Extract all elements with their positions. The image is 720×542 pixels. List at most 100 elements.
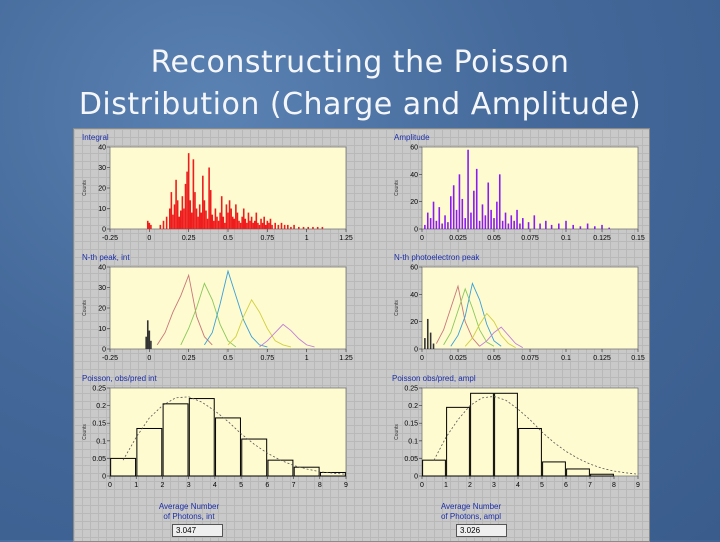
histogram-bar xyxy=(594,226,596,229)
histogram-bar xyxy=(173,204,176,229)
histogram-bar xyxy=(475,168,478,229)
histogram-bar xyxy=(191,212,193,229)
histogram-bar xyxy=(214,208,217,229)
x-tick-label: 2 xyxy=(468,482,472,489)
plot-title-poisson-ampl: Poisson obs/pred, ampl xyxy=(392,374,476,383)
histogram-bar xyxy=(290,226,292,229)
histogram-bar xyxy=(209,190,212,229)
plot-title-integral: Integral xyxy=(82,133,109,142)
y-tick-label: 0 xyxy=(102,347,106,354)
avg-int-label-line-1: Average Number xyxy=(158,502,220,511)
y-tick-label: 0.15 xyxy=(404,421,418,428)
y-tick-label: 40 xyxy=(410,292,418,299)
histogram-bar xyxy=(213,220,215,229)
histogram-bar xyxy=(244,218,247,229)
avg-ampl-label-line-2: of Photons, ampl xyxy=(440,512,502,521)
plot-area xyxy=(109,387,347,477)
chart-nth-photoelectron-peak: 0 20 40 60 0 0.025 0.05 0.075 0.1 0.125 0.15 Counts xyxy=(394,265,645,363)
x-tick-label: 3 xyxy=(187,482,191,489)
y-tick-label: 40 xyxy=(410,172,418,179)
pedestal-bar xyxy=(148,330,151,349)
plot-area xyxy=(421,387,639,477)
x-tick-label: 0.15 xyxy=(631,355,645,362)
histogram-bar xyxy=(235,204,237,229)
x-tick-label: 0.075 xyxy=(521,235,539,242)
histogram-bar xyxy=(513,220,515,229)
histogram-bar xyxy=(435,220,438,229)
histogram-bar xyxy=(545,220,547,229)
pedestal-bar xyxy=(429,332,432,349)
histogram-bar xyxy=(249,220,251,229)
histogram-bar xyxy=(186,171,188,229)
histogram-bar xyxy=(225,204,228,229)
y-axis-label: Counts xyxy=(82,300,88,316)
y-tick-label: 20 xyxy=(410,199,418,206)
x-tick-label: 0.1 xyxy=(561,355,571,362)
plot-title-amplitude: Amplitude xyxy=(394,133,430,142)
y-tick-label: 60 xyxy=(410,145,418,152)
x-tick-label: 0.125 xyxy=(593,355,611,362)
histogram-bar xyxy=(146,220,149,229)
poisson-bar xyxy=(136,427,163,477)
histogram-bar xyxy=(192,159,195,229)
pedestal-bar xyxy=(145,336,147,349)
poisson-predicted-line xyxy=(122,396,347,475)
histogram-bar xyxy=(239,222,242,229)
histogram-bar xyxy=(168,208,171,229)
histogram-bar xyxy=(316,226,319,229)
histogram-bar xyxy=(519,223,521,229)
poisson-bar xyxy=(470,392,494,477)
histogram-bar xyxy=(550,224,553,229)
histogram-bar xyxy=(250,216,253,229)
x-tick-label: 2 xyxy=(160,482,164,489)
poisson-bar xyxy=(188,398,215,477)
histogram-bar xyxy=(516,209,518,229)
histogram-bar xyxy=(181,196,184,229)
histogram-bar xyxy=(183,208,185,229)
avg-ampl-value[interactable]: 3.026 xyxy=(456,524,507,537)
x-tick-label: 1.25 xyxy=(339,355,353,362)
histogram-bar xyxy=(424,224,426,229)
histogram-bar xyxy=(280,222,283,229)
poisson-bar xyxy=(319,471,346,477)
x-tick-label: 0.05 xyxy=(487,355,501,362)
histogram-bar xyxy=(176,200,179,229)
y-tick-label: 0.25 xyxy=(92,386,106,393)
histogram-bar xyxy=(184,183,187,229)
histogram-bar xyxy=(504,212,507,229)
x-tick-label: 1 xyxy=(305,355,309,362)
histogram-bar xyxy=(189,200,192,229)
histogram-bar xyxy=(307,226,310,229)
avg-int-value[interactable]: 3.047 xyxy=(172,524,223,537)
peak-series-line-5 xyxy=(479,326,524,349)
histogram-bar xyxy=(579,226,582,229)
x-tick-label: 0.25 xyxy=(182,235,196,242)
y-tick-label: 20 xyxy=(98,186,106,193)
histogram-bar xyxy=(458,174,461,229)
poisson-bar xyxy=(446,406,470,477)
histogram-bar xyxy=(452,185,455,229)
x-tick-label: 5 xyxy=(540,482,544,489)
poisson-bar xyxy=(215,417,241,477)
histogram-bar xyxy=(208,167,210,229)
histogram-bar xyxy=(510,215,513,229)
histogram-bar xyxy=(220,196,223,229)
histogram-bar xyxy=(222,216,225,229)
x-tick-label: -0.25 xyxy=(102,355,118,362)
histogram-bar xyxy=(236,212,239,229)
plot-title-nth-photoelectron: N-th photoelectron peak xyxy=(394,253,480,262)
histogram-bar xyxy=(233,218,236,229)
histogram-bar xyxy=(286,224,289,229)
y-axis-label: Counts xyxy=(394,424,400,440)
pedestal-bar xyxy=(426,318,429,349)
histogram-bar xyxy=(255,212,258,229)
histogram-bar xyxy=(321,226,324,229)
histogram-bar xyxy=(470,212,472,229)
avg-ampl-label-line-1: Average Number xyxy=(440,502,502,511)
histogram-bar xyxy=(312,226,314,229)
histogram-bar xyxy=(522,218,524,229)
histogram-bar xyxy=(200,212,203,229)
histogram-bar xyxy=(426,212,429,229)
histogram-bar xyxy=(298,226,300,229)
